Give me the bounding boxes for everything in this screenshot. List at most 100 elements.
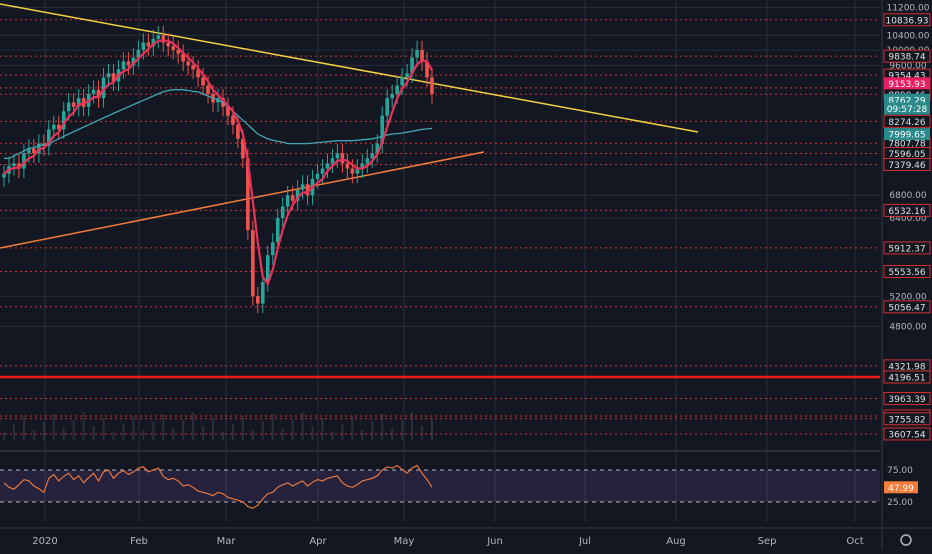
candle-body[interactable]	[265, 255, 270, 283]
level-label-box	[883, 300, 931, 314]
candle-body[interactable]	[22, 153, 26, 169]
volume-bar	[301, 412, 304, 440]
candle-body[interactable]	[275, 218, 280, 243]
candle-body[interactable]	[410, 57, 414, 74]
candle-body[interactable]	[156, 35, 161, 39]
candle-body[interactable]	[76, 98, 81, 107]
candle-body[interactable]	[236, 124, 240, 139]
candle-body[interactable]	[246, 158, 250, 231]
candle-body[interactable]	[385, 98, 390, 116]
candle-body[interactable]	[12, 163, 16, 166]
candle-body[interactable]	[305, 184, 310, 196]
candle-body[interactable]	[320, 168, 325, 174]
candle-body[interactable]	[141, 42, 146, 51]
candle-body[interactable]	[325, 163, 330, 169]
candle-body[interactable]	[241, 138, 245, 159]
candle-body[interactable]	[176, 50, 180, 54]
candle-body[interactable]	[46, 129, 51, 147]
level-label: 7596.05	[888, 150, 925, 160]
level-label: 5056.47	[888, 303, 925, 313]
candle-body[interactable]	[66, 102, 71, 112]
candle-body[interactable]	[370, 153, 375, 159]
candle-body[interactable]	[355, 168, 360, 174]
y-tick-label: 10400.00	[887, 31, 930, 41]
candle-body[interactable]	[405, 73, 409, 78]
candle-body[interactable]	[231, 115, 235, 125]
candle-body[interactable]	[51, 124, 56, 130]
candle-body[interactable]	[161, 35, 166, 43]
volume-bar	[112, 432, 115, 440]
candle-body[interactable]	[126, 61, 131, 66]
level-label-box	[883, 412, 931, 426]
settings-gear-icon[interactable]	[900, 534, 912, 546]
candle-body[interactable]	[151, 38, 156, 47]
candle-body[interactable]	[226, 106, 230, 116]
candle-body[interactable]	[430, 77, 434, 94]
candle-body[interactable]	[91, 89, 96, 94]
level-label: 7379.46	[888, 161, 925, 171]
candle-body[interactable]	[415, 50, 419, 58]
candle-body[interactable]	[171, 46, 176, 51]
candle-body[interactable]	[121, 61, 126, 70]
candle-body[interactable]	[206, 85, 210, 94]
candle-body[interactable]	[196, 69, 200, 78]
volume-bar	[221, 432, 224, 440]
candle-body[interactable]	[101, 77, 106, 99]
candle-body[interactable]	[330, 158, 335, 164]
candle-body[interactable]	[295, 189, 300, 201]
candle-body[interactable]	[201, 77, 205, 86]
candle-body[interactable]	[270, 242, 275, 256]
candle-body[interactable]	[111, 73, 116, 82]
candle-body[interactable]	[96, 89, 101, 99]
candle-body[interactable]	[2, 173, 6, 178]
candle-body[interactable]	[166, 42, 171, 47]
candle-body[interactable]	[350, 168, 355, 174]
level-label: 3755.82	[888, 415, 925, 425]
candle-body[interactable]	[380, 115, 385, 144]
candle-body[interactable]	[251, 230, 255, 297]
candle-body[interactable]	[32, 148, 36, 154]
candle-body[interactable]	[37, 143, 41, 154]
volume-bar	[172, 428, 175, 440]
volume-bar	[212, 418, 215, 440]
candle-body[interactable]	[365, 158, 370, 164]
candle-body[interactable]	[375, 143, 380, 154]
candle-body[interactable]	[131, 57, 136, 66]
candle-body[interactable]	[400, 77, 404, 86]
volume-bar	[431, 418, 433, 440]
level-label-box	[883, 427, 931, 441]
level-label-box	[883, 264, 931, 278]
volume-bar	[321, 418, 324, 440]
candle-body[interactable]	[256, 296, 260, 304]
candle-body[interactable]	[390, 93, 394, 99]
candle-body[interactable]	[71, 102, 76, 107]
candle-body[interactable]	[61, 111, 66, 130]
candle-body[interactable]	[290, 195, 295, 201]
volume-bar	[132, 416, 135, 440]
candle-body[interactable]	[360, 163, 365, 169]
candle-body[interactable]	[280, 206, 285, 219]
candle-body[interactable]	[340, 153, 345, 164]
candle-body[interactable]	[146, 42, 151, 47]
candle-body[interactable]	[136, 50, 141, 58]
candle-body[interactable]	[395, 85, 399, 94]
level-label: 5912.37	[888, 244, 925, 254]
candle-body[interactable]	[300, 184, 305, 190]
candle-body[interactable]	[56, 124, 61, 130]
candle-body[interactable]	[425, 61, 429, 78]
candle-body[interactable]	[181, 53, 185, 62]
candle-body[interactable]	[106, 73, 111, 78]
candle-body[interactable]	[17, 163, 21, 169]
candle-body[interactable]	[186, 61, 190, 66]
candle-body[interactable]	[335, 153, 340, 159]
candle-body[interactable]	[260, 282, 265, 304]
candle-body[interactable]	[315, 173, 320, 179]
volume-bar	[32, 430, 35, 440]
candle-body[interactable]	[345, 163, 350, 169]
candle-body[interactable]	[27, 148, 31, 154]
candle-body[interactable]	[285, 195, 290, 207]
candle-body[interactable]	[191, 65, 195, 70]
candle-body[interactable]	[420, 50, 424, 62]
